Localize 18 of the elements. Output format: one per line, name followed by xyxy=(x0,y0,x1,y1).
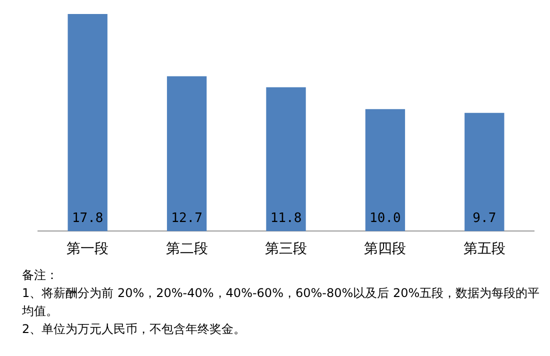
text: 2、单位为万元人民币，不包含年终奖金。 xyxy=(22,321,247,338)
text: 备注： xyxy=(22,267,59,284)
bar xyxy=(266,87,306,232)
data-label: 10.0 xyxy=(370,211,401,226)
data-label: 11.8 xyxy=(270,211,302,226)
bar xyxy=(464,112,504,232)
bar xyxy=(68,14,108,232)
data-label: 12.7 xyxy=(171,211,202,226)
x-tick-label: 第二段 xyxy=(166,241,208,258)
data-label: 9.7 xyxy=(472,211,496,226)
x-tick-label: 第五段 xyxy=(463,241,506,258)
bar xyxy=(166,76,207,232)
data-label: 17.8 xyxy=(72,211,104,226)
text: 1、将薪酬分为前 20%，20%-40%，40%-60%，60%-80%以及后 20%五段，数据为每段的平均值。 xyxy=(22,285,541,320)
x-tick-label: 第四段 xyxy=(364,241,406,258)
bar xyxy=(365,109,406,232)
x-tick-label: 第一段 xyxy=(66,241,109,258)
x-tick-label: 第三段 xyxy=(265,241,307,258)
